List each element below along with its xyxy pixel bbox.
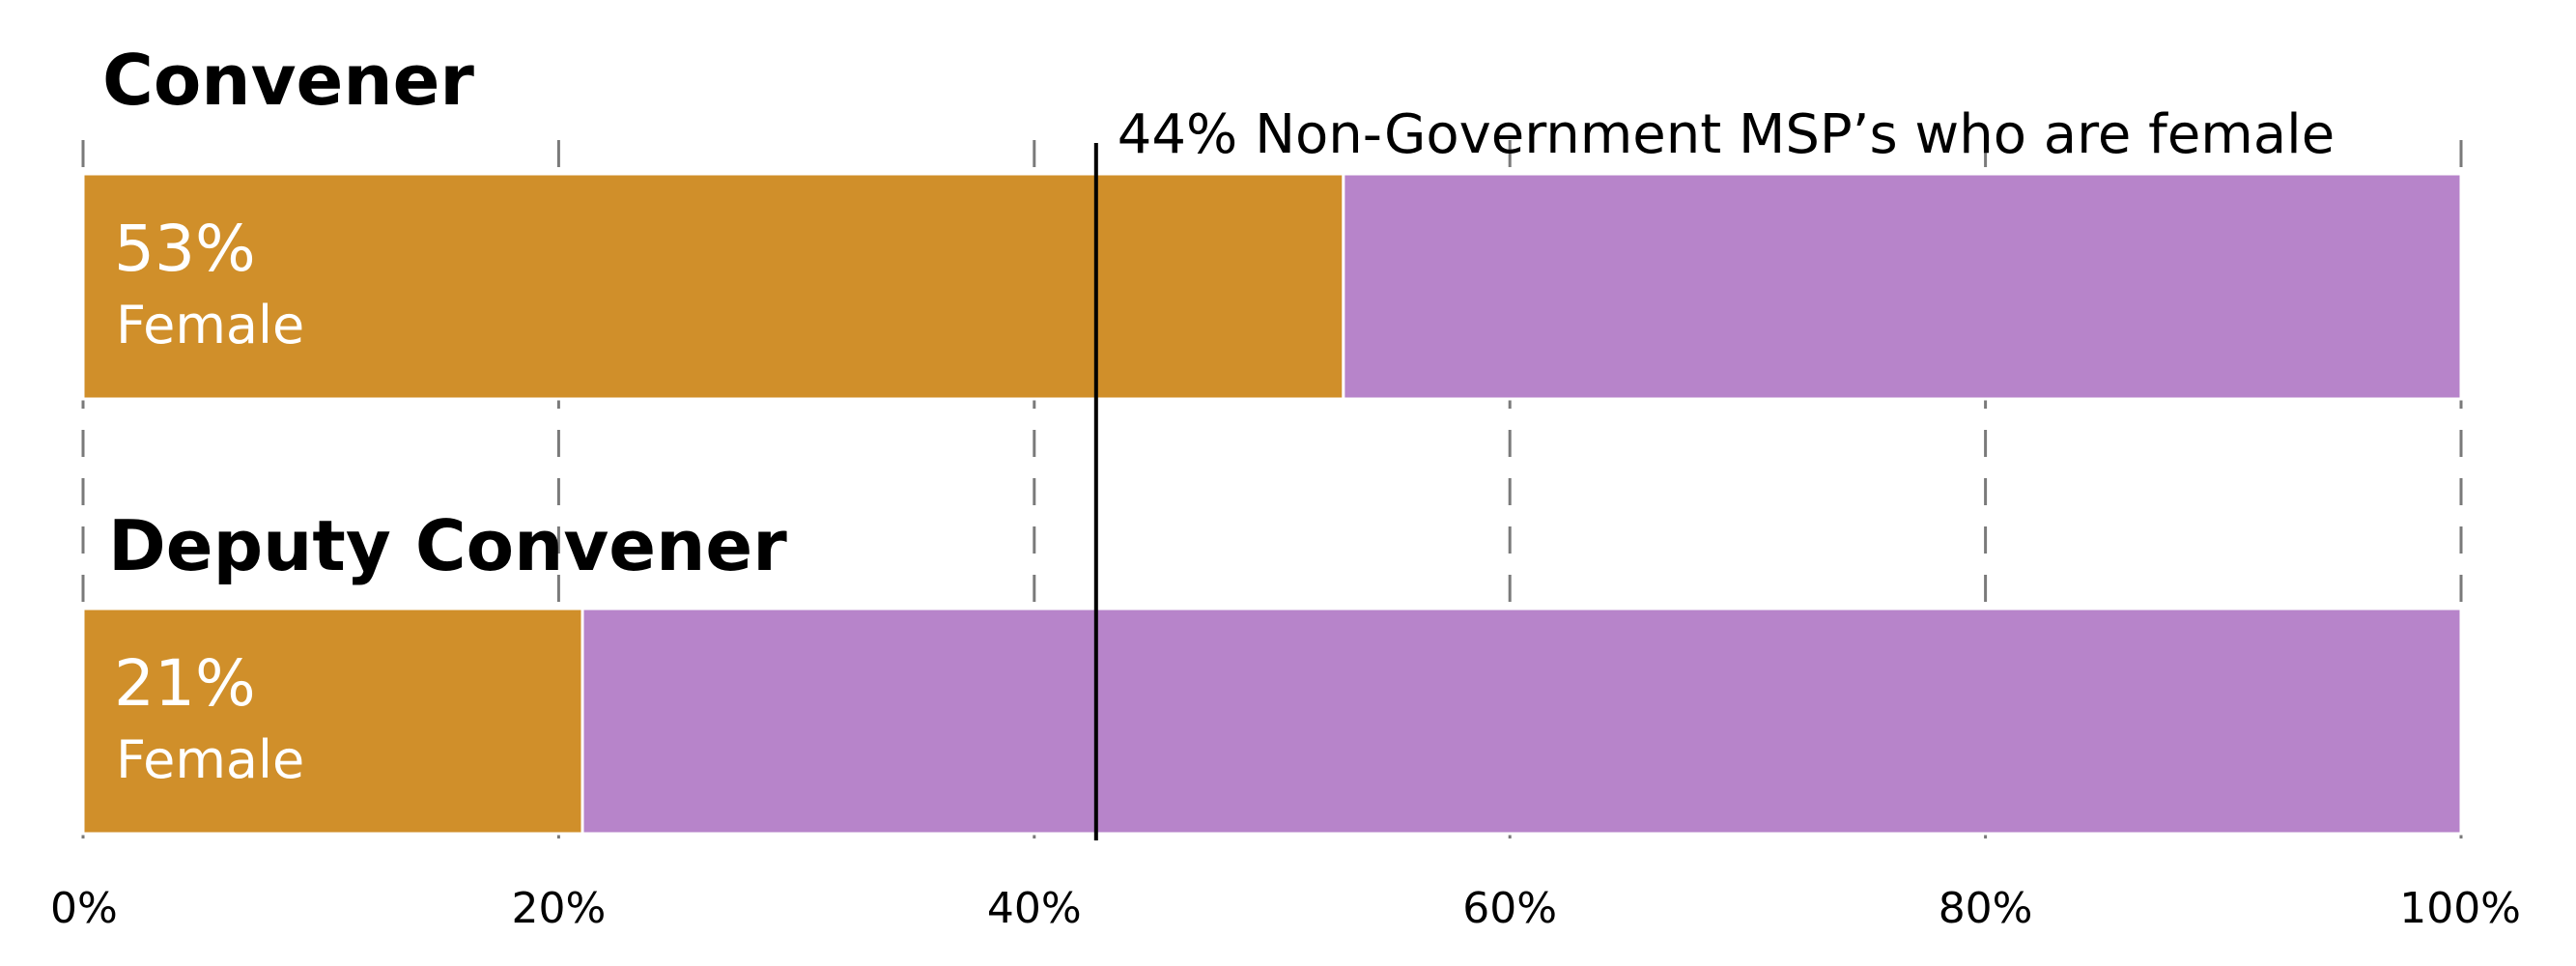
x-tick-label: 60% xyxy=(1462,884,1557,933)
data-label-deputy-sub: Female xyxy=(116,729,304,790)
x-tick-label: 40% xyxy=(987,884,1082,933)
bar-segment-female xyxy=(81,172,1345,401)
category-titles: Convener Deputy Convener xyxy=(102,40,787,586)
x-tick-label: 0% xyxy=(50,884,118,933)
reference-line-label: 44% Non-Government MSP’s who are female xyxy=(1118,103,2335,166)
x-axis-ticks: 0% 20% 40% 60% 80% 100% xyxy=(50,884,2521,933)
bar-segment-remainder xyxy=(1342,172,2463,401)
reference-line-group: 44% Non-Government MSP’s who are female xyxy=(1093,103,2335,840)
bar-segment-remainder xyxy=(580,607,2463,836)
bar-segment-female xyxy=(81,607,584,836)
category-title-deputy-convener: Deputy Convener xyxy=(108,505,787,586)
data-label-convener-sub: Female xyxy=(116,295,304,355)
data-label-convener-value: 53% xyxy=(114,212,256,286)
bars xyxy=(81,172,2463,836)
data-labels: 53% Female 21% Female xyxy=(114,212,304,790)
category-title-convener: Convener xyxy=(102,40,474,121)
data-label-deputy-value: 21% xyxy=(114,646,256,721)
x-tick-label: 80% xyxy=(1939,884,2033,933)
x-tick-label: 100% xyxy=(2399,884,2521,933)
x-tick-label: 20% xyxy=(512,884,607,933)
